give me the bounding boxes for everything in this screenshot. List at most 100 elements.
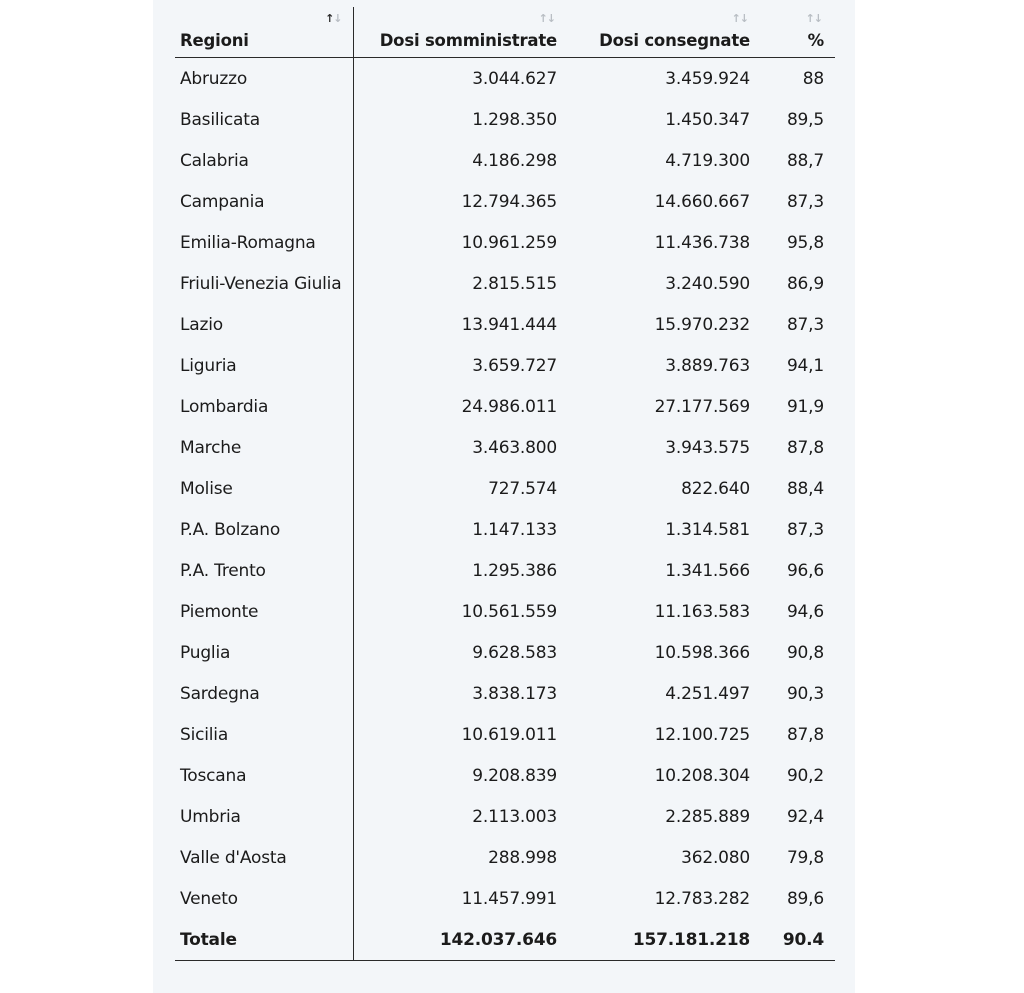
cell-regione: Puglia (175, 632, 354, 673)
table-row: Piemonte 10.561.559 11.163.583 94,6 (175, 591, 835, 632)
cell-dosi-somministrate: 4.186.298 (472, 150, 557, 171)
column-header-label: Dosi somministrate (379, 31, 558, 50)
table-row: Basilicata 1.298.350 1.450.347 89,5 (175, 99, 835, 140)
sort-icon-regioni[interactable]: ↑↓ (325, 12, 342, 25)
cell-dosi-somministrate: 10.561.559 (461, 601, 558, 622)
table-row: Umbria 2.113.003 2.285.889 92,4 (175, 796, 835, 837)
table-row: P.A. Trento 1.295.386 1.341.566 96,6 (175, 550, 835, 591)
cell-dosi-consegnate: 1.450.347 (665, 109, 750, 130)
cell-dosi-consegnate: 2.285.889 (665, 806, 750, 827)
cell-dosi-somministrate: 1.295.386 (472, 560, 557, 581)
cell-dosi-somministrate: 10.619.011 (461, 724, 558, 745)
cell-percent: 90,2 (786, 765, 824, 786)
cell-dosi-somministrate: 288.998 (488, 847, 557, 868)
cell-regione: Campania (175, 181, 354, 222)
table-row: Toscana 9.208.839 10.208.304 90,2 (175, 755, 835, 796)
table-row: Calabria 4.186.298 4.719.300 88,7 (175, 140, 835, 181)
column-header-dosi-consegnate[interactable]: ↑↓ Dosi consegnate (568, 7, 761, 58)
sort-icon-somministrate[interactable]: ↑↓ (538, 12, 556, 25)
cell-dosi-somministrate: 3.044.627 (472, 68, 557, 89)
cell-dosi-somministrate: 13.941.444 (461, 314, 558, 335)
table-row: Emilia-Romagna 10.961.259 11.436.738 95,8 (175, 222, 835, 263)
cell-percent: 87,3 (786, 191, 824, 212)
column-header-dosi-somministrate[interactable]: ↑↓ Dosi somministrate (353, 7, 568, 58)
cell-dosi-consegnate: 3.240.590 (665, 273, 750, 294)
cell-regione: Calabria (175, 140, 354, 181)
sort-icon-percent[interactable]: ↑↓ (805, 12, 823, 25)
cell-dosi-somministrate: 11.457.991 (461, 888, 558, 909)
cell-regione: Sardegna (175, 673, 354, 714)
table-row: Abruzzo 3.044.627 3.459.924 88 (175, 57, 835, 99)
cell-dosi-consegnate: 362.080 (681, 847, 750, 868)
cell-dosi-somministrate: 9.628.583 (472, 642, 557, 663)
table-row: Sardegna 3.838.173 4.251.497 90,3 (175, 673, 835, 714)
cell-dosi-consegnate: 12.783.282 (654, 888, 751, 909)
cell-regione: Valle d'Aosta (175, 837, 354, 878)
cell-regione: Lombardia (175, 386, 354, 427)
cell-dosi-somministrate: 24.986.011 (461, 396, 558, 417)
cell-dosi-somministrate: 2.113.003 (472, 806, 557, 827)
column-header-label: % (807, 31, 825, 50)
table-row: Molise 727.574 822.640 88,4 (175, 468, 835, 509)
cell-dosi-somministrate: 3.463.800 (472, 437, 557, 458)
cell-regione: P.A. Trento (175, 550, 354, 591)
column-header-regioni[interactable]: ↑↓ Regioni (175, 7, 354, 58)
cell-percent: 88,4 (786, 478, 824, 499)
cell-regione: Lazio (175, 304, 354, 345)
cell-percent: 87,8 (786, 724, 824, 745)
column-header-label: Dosi consegnate (599, 31, 750, 50)
table-row: Friuli-Venezia Giulia 2.815.515 3.240.590 8… (175, 263, 835, 304)
cell-dosi-somministrate: 142.037.646 (353, 919, 568, 961)
cell-percent: 90,3 (786, 683, 824, 704)
cell-dosi-consegnate: 1.314.581 (665, 519, 750, 540)
cell-dosi-consegnate: 11.436.738 (654, 232, 751, 253)
cell-percent: 94,6 (786, 601, 824, 622)
cell-percent: 95,8 (786, 232, 824, 253)
table-row: Puglia 9.628.583 10.598.366 90,8 (175, 632, 835, 673)
cell-regione: Umbria (175, 796, 354, 837)
table-body: Abruzzo 3.044.627 3.459.924 88 Basilicata 1.2… (175, 57, 835, 961)
cell-percent: 91,9 (786, 396, 824, 417)
column-header-label: Regioni (180, 31, 249, 50)
cell-dosi-somministrate: 9.208.839 (472, 765, 557, 786)
cell-dosi-somministrate: 12.794.365 (461, 191, 558, 212)
cell-dosi-consegnate: 4.251.497 (665, 683, 750, 704)
cell-dosi-somministrate: 1.147.133 (472, 519, 557, 540)
cell-dosi-consegnate: 1.341.566 (665, 560, 750, 581)
cell-percent: 86,9 (786, 273, 824, 294)
cell-regione: Abruzzo (175, 57, 354, 99)
cell-regione: Friuli-Venezia Giulia (175, 263, 354, 304)
cell-dosi-somministrate: 10.961.259 (461, 232, 558, 253)
cell-regione: Emilia-Romagna (175, 222, 354, 263)
cell-dosi-consegnate: 10.598.366 (654, 642, 751, 663)
cell-regione: Molise (175, 468, 354, 509)
cell-dosi-consegnate: 4.719.300 (665, 150, 750, 171)
cell-percent: 87,3 (786, 519, 824, 540)
table-row: P.A. Bolzano 1.147.133 1.314.581 87,3 (175, 509, 835, 550)
cell-regione: Toscana (175, 755, 354, 796)
vaccine-doses-table: ↑↓ Regioni ↑↓ Dosi somministrate ↑↓ Dosi… (175, 7, 835, 961)
cell-dosi-consegnate: 3.943.575 (665, 437, 750, 458)
cell-percent: 87,8 (786, 437, 824, 458)
cell-dosi-somministrate: 1.298.350 (472, 109, 557, 130)
column-header-percent[interactable]: ↑↓ % (761, 7, 835, 58)
sort-icon-consegnate[interactable]: ↑↓ (731, 12, 749, 25)
cell-dosi-consegnate: 3.889.763 (665, 355, 750, 376)
cell-percent: 89,6 (786, 888, 824, 909)
cell-regione: Sicilia (175, 714, 354, 755)
cell-dosi-consegnate: 27.177.569 (654, 396, 751, 417)
table-row: Campania 12.794.365 14.660.667 87,3 (175, 181, 835, 222)
table-header-row: ↑↓ Regioni ↑↓ Dosi somministrate ↑↓ Dosi… (175, 7, 835, 58)
table-row: Lombardia 24.986.011 27.177.569 91,9 (175, 386, 835, 427)
cell-percent: 94,1 (786, 355, 824, 376)
cell-dosi-somministrate: 3.659.727 (472, 355, 557, 376)
table-row: Sicilia 10.619.011 12.100.725 87,8 (175, 714, 835, 755)
cell-dosi-consegnate: 10.208.304 (654, 765, 751, 786)
cell-regione: Totale (175, 919, 354, 961)
cell-percent: 88 (802, 68, 824, 89)
cell-regione: Veneto (175, 878, 354, 919)
cell-regione: Liguria (175, 345, 354, 386)
cell-dosi-consegnate: 11.163.583 (654, 601, 751, 622)
cell-percent: 96,6 (786, 560, 824, 581)
cell-dosi-consegnate: 157.181.218 (568, 919, 761, 961)
